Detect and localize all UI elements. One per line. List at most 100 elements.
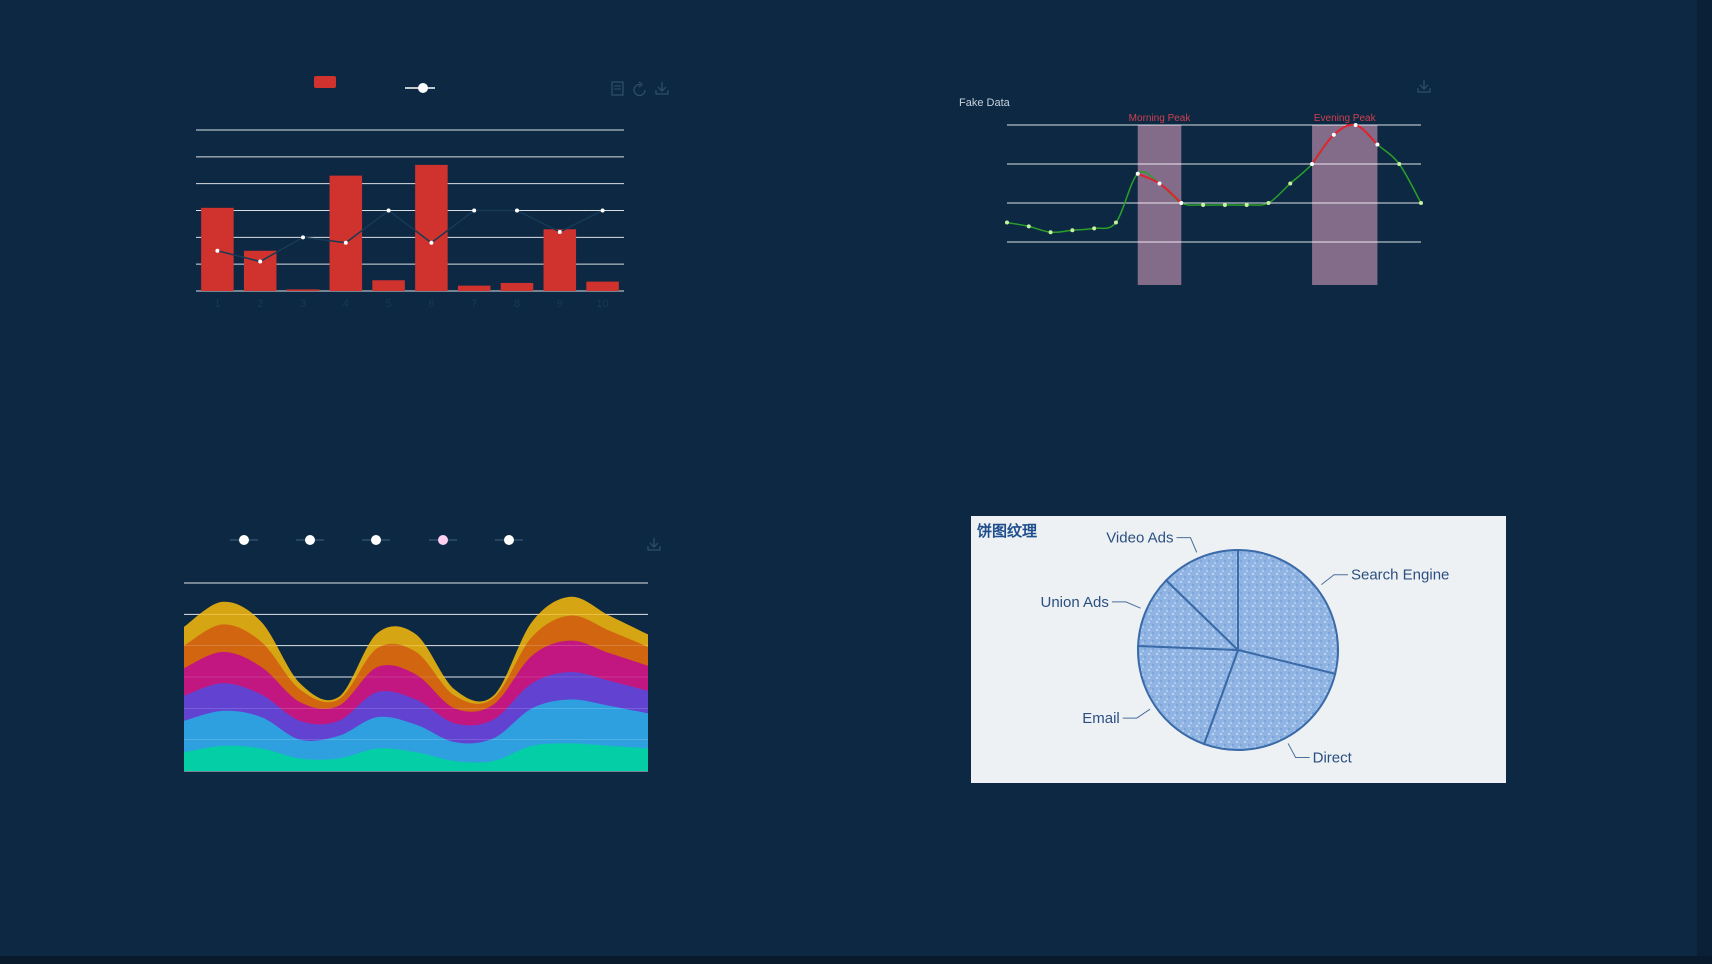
legend-swatch-marker[interactable] <box>438 535 448 545</box>
line-point <box>1397 162 1402 166</box>
bar <box>329 175 363 291</box>
x-tick-label: 7 <box>471 298 477 310</box>
pie-slice-label: Direct <box>1313 750 1353 767</box>
bar <box>500 282 534 291</box>
line-point <box>1331 132 1336 137</box>
pie-slice-label: Union Ads <box>1041 594 1109 611</box>
line-point <box>215 248 220 253</box>
line-point <box>1375 142 1380 147</box>
line-point <box>1135 171 1140 176</box>
bar <box>372 280 405 291</box>
pie-slice-label: Video Ads <box>1106 530 1173 547</box>
bar <box>243 250 277 291</box>
line-point <box>1048 230 1053 235</box>
pie-label-line <box>1111 601 1141 609</box>
line-series <box>217 209 603 263</box>
line-point <box>1113 220 1118 225</box>
mark-area <box>1137 125 1182 285</box>
save-image-icon-tray <box>655 90 669 95</box>
save-image-icon-tray <box>647 546 661 551</box>
save-image-icon-arrow <box>1419 84 1429 90</box>
bar <box>586 281 619 291</box>
legend-swatch-marker[interactable] <box>504 535 514 545</box>
restore-icon[interactable] <box>633 81 646 97</box>
legend-swatch-marker[interactable] <box>305 535 315 545</box>
line-point <box>1005 220 1009 225</box>
x-tick-label: 3 <box>300 298 306 310</box>
pie-slice <box>1137 578 1241 652</box>
pie-slice-label: Email <box>1082 710 1120 727</box>
pie-chart-panel: 饼图纹理 Search Engine Direct Email Union Ads Vi… <box>971 516 1506 783</box>
mark-area-label: Morning Peak <box>1129 113 1192 124</box>
pie-slice <box>1164 548 1239 653</box>
line-point <box>515 208 519 213</box>
pie-label-line <box>1287 743 1310 759</box>
peak-line-chart-panel: Fake Data Morning Peak Evening Peak <box>955 70 1495 320</box>
bar <box>543 229 577 291</box>
bar-line-chart-panel: 1 2 3 4 5 6 7 8 9 10 <box>140 66 680 326</box>
line-point <box>472 208 477 213</box>
line-point <box>1092 226 1097 231</box>
line-point <box>343 240 348 245</box>
pie-label-line <box>1176 537 1198 553</box>
legend-swatch-marker[interactable] <box>239 535 249 545</box>
save-image-icon[interactable] <box>655 82 669 95</box>
x-tick-label: 5 <box>386 298 392 310</box>
stacked-area-chart <box>184 535 661 772</box>
x-tick-label: 6 <box>428 298 434 310</box>
line-point <box>1026 224 1031 229</box>
line-point <box>1419 201 1423 205</box>
line-point <box>1201 202 1206 207</box>
data-view-icon-page <box>611 81 624 96</box>
save-image-icon-arrow <box>657 86 667 92</box>
x-tick-label: 1 <box>214 298 220 310</box>
line-point <box>600 208 605 213</box>
x-tick-label: 10 <box>596 298 608 310</box>
line-point <box>1353 123 1358 127</box>
line-point <box>1310 162 1315 166</box>
line-point <box>1288 181 1293 186</box>
pie-chart-title: 饼图纹理 <box>977 522 1038 540</box>
window-edge-bottom <box>0 956 1712 964</box>
line-series-peak <box>1311 123 1379 165</box>
legend-line-marker[interactable] <box>418 83 428 93</box>
legend-swatch-marker[interactable] <box>371 535 381 545</box>
mark-area-label: Evening Peak <box>1314 113 1377 124</box>
line-point <box>1157 181 1162 186</box>
legend-bar-swatch[interactable] <box>314 76 336 88</box>
stacked-area-chart-panel <box>140 520 680 800</box>
pie-chart: Search Engine Direct Email Union Ads Video A… <box>1041 530 1450 767</box>
peak-line-chart: Fake Data Morning Peak Evening Peak <box>959 80 1431 285</box>
line-point <box>1070 228 1075 233</box>
line-point <box>301 235 305 240</box>
window-edge-right <box>1697 0 1712 964</box>
pie-label-line <box>1321 574 1348 585</box>
line-point <box>1266 201 1271 205</box>
pie-slice-label: Search Engine <box>1351 567 1449 584</box>
y-axis-label: Fake Data <box>959 97 1011 109</box>
bar <box>415 164 448 291</box>
restore-icon-arc <box>633 83 646 97</box>
stream-area-layer <box>184 743 648 771</box>
save-image-icon[interactable] <box>1417 80 1431 93</box>
restore-icon-arrow <box>638 81 643 88</box>
line-point <box>429 240 434 245</box>
save-image-icon-arrow <box>649 542 659 548</box>
x-tick-label: 2 <box>257 298 263 310</box>
pie-slice <box>1202 648 1337 751</box>
pie-slice <box>1137 644 1240 746</box>
pie-label-line <box>1122 708 1151 719</box>
line-point <box>1222 202 1227 207</box>
x-tick-label: 9 <box>557 298 563 310</box>
bar-line-chart: 1 2 3 4 5 6 7 8 9 10 <box>196 76 669 310</box>
line-point <box>258 259 263 264</box>
save-image-icon-tray <box>1417 88 1431 93</box>
line-point <box>386 208 391 213</box>
save-image-icon[interactable] <box>647 538 661 551</box>
data-view-icon[interactable] <box>611 81 624 96</box>
bar <box>286 289 320 291</box>
mark-area <box>1312 125 1378 285</box>
bar <box>457 285 491 291</box>
x-tick-label: 4 <box>343 298 349 310</box>
pie-slice <box>1237 548 1339 676</box>
